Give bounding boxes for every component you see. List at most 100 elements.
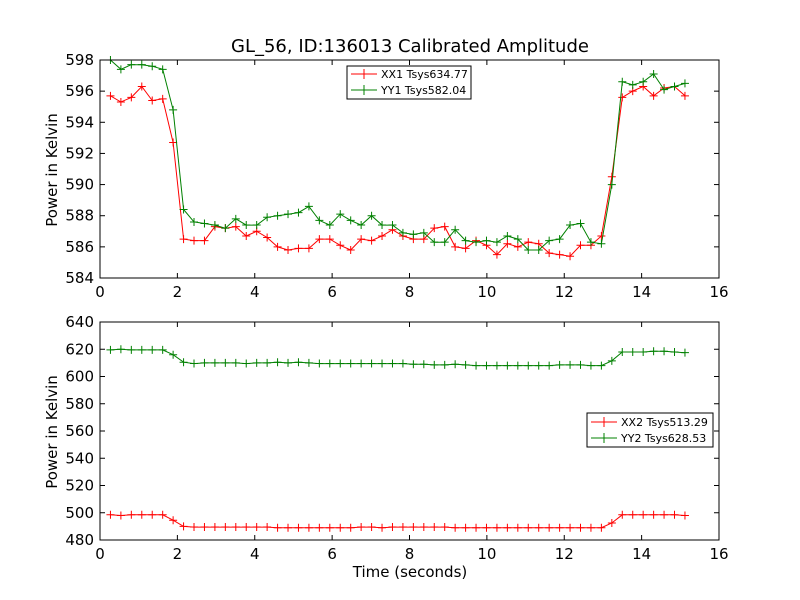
- data-point: [127, 93, 136, 102]
- data-point: [482, 361, 491, 370]
- y-tick-label: 560: [65, 422, 94, 440]
- data-point: [524, 245, 533, 254]
- data-point: [169, 138, 178, 147]
- top-chart-legend: XX1 Tsys634.77 YY1 Tsys582.04: [346, 65, 472, 100]
- top-chart-series: [106, 56, 689, 261]
- data-point: [116, 98, 125, 107]
- x-tick-label: 6: [327, 283, 337, 301]
- data-point: [116, 345, 125, 354]
- data-point: [524, 238, 533, 247]
- data-point: [680, 91, 689, 100]
- data-point: [210, 523, 219, 532]
- data-point: [231, 222, 240, 231]
- data-point: [649, 70, 658, 79]
- data-point: [628, 347, 637, 356]
- data-point: [680, 511, 689, 520]
- data-point: [607, 518, 616, 527]
- data-point: [357, 235, 366, 244]
- y-tick-label: 596: [65, 82, 94, 100]
- data-point: [148, 62, 157, 71]
- data-point: [325, 221, 334, 230]
- data-point: [398, 359, 407, 368]
- data-point: [252, 221, 261, 230]
- data-point: [231, 358, 240, 367]
- data-point: [534, 361, 543, 370]
- data-point: [492, 523, 501, 532]
- data-point: [179, 522, 188, 531]
- data-point: [357, 221, 366, 230]
- data-point: [566, 523, 575, 532]
- data-point: [430, 360, 439, 369]
- data-point: [367, 523, 376, 532]
- data-point: [284, 245, 293, 254]
- legend-entry-yy2: YY2 Tsys628.53: [620, 432, 706, 445]
- data-point: [284, 358, 293, 367]
- data-point: [336, 241, 345, 250]
- bottom-chart-legend: XX2 Tsys513.29 YY2 Tsys628.53: [586, 412, 714, 448]
- bottom-chart: Power in Kelvin Time (seconds) 0 2 4 6 8 10 12…: [43, 313, 729, 581]
- data-point: [378, 523, 387, 532]
- data-point: [190, 523, 199, 532]
- data-point: [336, 210, 345, 219]
- data-point: [284, 523, 293, 532]
- data-point: [597, 231, 606, 240]
- data-point: [430, 238, 439, 247]
- data-point: [492, 361, 501, 370]
- legend-entry-xx1: XX1 Tsys634.77: [381, 68, 468, 81]
- data-point: [346, 359, 355, 368]
- data-point: [304, 358, 313, 367]
- data-point: [524, 361, 533, 370]
- bottom-chart-xlabel: Time (seconds): [352, 563, 468, 581]
- x-tick-label: 12: [555, 545, 574, 563]
- data-point: [660, 85, 669, 94]
- data-point: [419, 360, 428, 369]
- y-tick-label: 592: [65, 144, 94, 162]
- data-point: [618, 93, 627, 102]
- data-point: [179, 358, 188, 367]
- data-point: [378, 221, 387, 230]
- data-point: [461, 523, 470, 532]
- data-point: [304, 244, 313, 253]
- data-point: [639, 347, 648, 356]
- data-point: [116, 511, 125, 520]
- data-point: [618, 77, 627, 86]
- y-tick-label: 520: [65, 477, 94, 495]
- data-point: [639, 510, 648, 519]
- data-point: [440, 222, 449, 231]
- legend-entry-yy1: YY1 Tsys582.04: [380, 84, 466, 97]
- data-point: [503, 239, 512, 248]
- data-point: [409, 230, 418, 239]
- bottom-chart-frame: [99, 321, 720, 541]
- data-point: [513, 235, 522, 244]
- data-point: [231, 214, 240, 223]
- data-point: [190, 359, 199, 368]
- x-tick-label: 4: [250, 283, 260, 301]
- data-point: [503, 231, 512, 240]
- data-point: [106, 91, 115, 100]
- data-point: [210, 221, 219, 230]
- data-point: [440, 523, 449, 532]
- x-tick-label: 8: [405, 545, 415, 563]
- x-tick-label: 10: [477, 283, 496, 301]
- data-point: [210, 358, 219, 367]
- data-point: [430, 523, 439, 532]
- data-point: [461, 244, 470, 253]
- y-tick-label: 598: [65, 51, 94, 69]
- data-point: [670, 82, 679, 91]
- x-tick-label: 2: [173, 545, 183, 563]
- data-point: [513, 523, 522, 532]
- data-point: [221, 523, 230, 532]
- data-point: [200, 358, 209, 367]
- data-point: [670, 510, 679, 519]
- data-point: [200, 219, 209, 228]
- data-point: [555, 235, 564, 244]
- data-point: [315, 523, 324, 532]
- data-point: [137, 345, 146, 354]
- data-point: [503, 361, 512, 370]
- data-point: [555, 523, 564, 532]
- data-point: [127, 60, 136, 69]
- data-point: [388, 221, 397, 230]
- data-point: [451, 523, 460, 532]
- data-point: [294, 208, 303, 217]
- data-point: [451, 225, 460, 234]
